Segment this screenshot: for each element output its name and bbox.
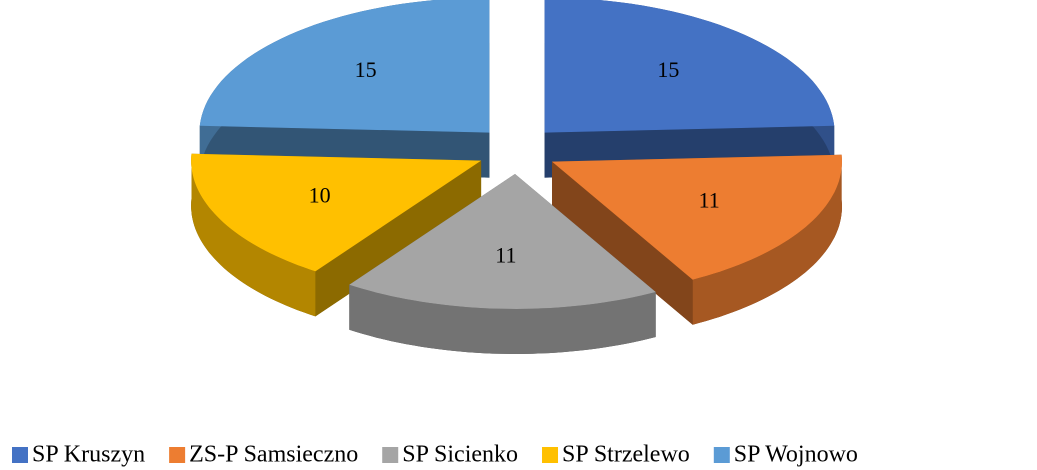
legend-label: ZS-P Samsieczno [189,442,358,468]
slice-top [191,153,482,272]
legend-swatch [542,447,559,463]
slice: 15 [199,0,490,178]
slice: 11 [349,174,656,354]
data-label: 15 [355,57,377,82]
slice-side [191,153,316,317]
slice: 10 [191,153,482,317]
legend-label: SP Sicienko [402,442,518,468]
slice: 15 [544,0,835,178]
slice-side [552,161,693,325]
legend-label: SP Wojnowo [734,442,858,468]
slice-side [692,154,842,325]
slice-top [544,0,835,133]
slice-top [349,174,656,309]
legend-label: SP Strzelewo [562,442,690,468]
data-label: 11 [699,187,720,212]
legend-swatch [169,447,186,463]
slice-top [552,154,842,280]
data-label: 10 [309,182,331,207]
legend-swatch [713,447,730,463]
slice-side [349,284,656,354]
slice: 11 [552,154,842,325]
data-label: 11 [495,243,516,268]
legend-swatch [12,447,28,463]
legend-swatch [382,447,399,463]
data-label: 15 [657,57,679,82]
legend-label: SP Kruszyn [32,442,145,468]
slice-top [199,0,490,133]
